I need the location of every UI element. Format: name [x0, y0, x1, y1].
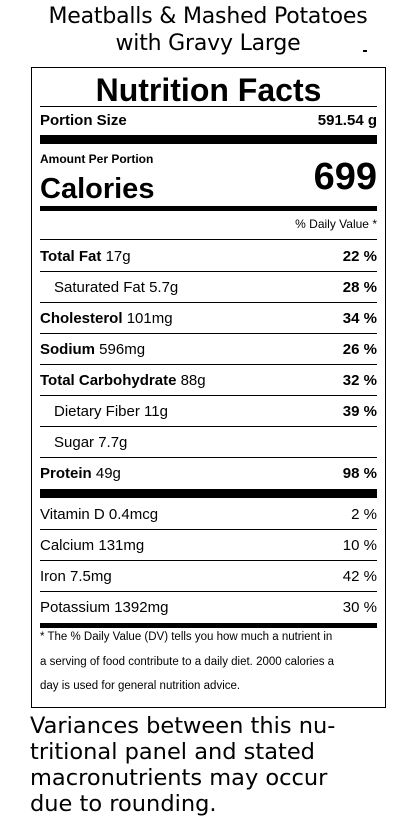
- portion-size-row: Portion Size 591.54 g: [40, 108, 377, 132]
- footnote-line: day is used for general nutrition advice…: [40, 680, 241, 692]
- nutrient-dv: 26 %: [342, 340, 377, 358]
- divider: [40, 529, 377, 530]
- thick-divider: [40, 489, 377, 498]
- nutrient-dv: 39 %: [342, 402, 377, 420]
- vitamin-name: Vitamin D: [40, 505, 105, 523]
- nutrient-row-protein: Protein 49g 98 %: [40, 458, 377, 488]
- recipe-title-line-1: Meatballs & Mashed Potatoes: [48, 4, 368, 29]
- variance-note-line: due to rounding.: [30, 791, 217, 817]
- nutrition-facts-panel: Nutrition Facts Portion Size 591.54 g Am…: [31, 67, 386, 708]
- nutrient-row-total-carbohydrate: Total Carbohydrate 88g 32 %: [40, 365, 377, 395]
- vitamin-dv: 42 %: [342, 567, 377, 585]
- nutrient-amount: 5.7g: [149, 278, 179, 296]
- nutrient-row-saturated-fat: Saturated Fat 5.7g 28 %: [40, 272, 377, 302]
- nutrient-amount: 88g: [180, 371, 206, 389]
- divider: [40, 591, 377, 592]
- vitamin-name: Iron: [40, 567, 66, 585]
- nutrient-amount: 596mg: [99, 340, 146, 358]
- vitamin-amount: 7.5mg: [70, 567, 112, 585]
- vitamin-dv: 2 %: [351, 505, 377, 523]
- nutrient-name: Protein: [40, 464, 92, 482]
- nutrient-name: Sodium: [40, 340, 95, 358]
- vitamin-name: Potassium: [40, 598, 111, 616]
- vitamin-row-iron: Iron 7.5mg 42 %: [40, 561, 377, 591]
- vitamin-dv: 30 %: [342, 598, 377, 616]
- nutrient-amount: 101mg: [126, 309, 173, 327]
- vitamin-row-vitamin-d: Vitamin D 0.4mcg 2 %: [40, 499, 377, 529]
- nutrient-amount: 7.7g: [98, 433, 128, 451]
- divider: [40, 333, 377, 334]
- nutrient-amount: 49g: [95, 464, 121, 482]
- nutrient-row-cholesterol: Cholesterol 101mg 34 %: [40, 303, 377, 333]
- variance-note-line: Variances between this nu-: [30, 713, 336, 739]
- divider: [40, 271, 377, 272]
- nutrient-row-total-fat: Total Fat 17g 22 %: [40, 241, 377, 271]
- amount-per-portion: Amount Per Portion: [40, 152, 154, 166]
- nutrition-facts-heading: Nutrition Facts: [95, 72, 322, 108]
- divider: [40, 457, 377, 458]
- medium-divider: [40, 206, 377, 211]
- vitamin-amount: 0.4mcg: [108, 505, 159, 523]
- variance-note-line: tritional panel and stated: [30, 739, 315, 765]
- divider: [40, 239, 377, 240]
- nutrient-row-dietary-fiber: Dietary Fiber 11g 39 %: [40, 396, 377, 426]
- divider: [40, 106, 377, 107]
- variance-note: Variances between this nu- tritional pan…: [30, 713, 400, 817]
- footnote-line: a serving of food contribute to a daily …: [40, 655, 335, 668]
- nutrient-name: Cholesterol: [40, 309, 123, 327]
- vitamin-row-potassium: Potassium 1392mg 30 %: [40, 592, 377, 622]
- divider: [40, 426, 377, 427]
- portion-size-value: 591.54 g: [317, 111, 377, 129]
- vitamin-amount: 1392mg: [114, 598, 169, 616]
- divider: [40, 395, 377, 396]
- nutrient-name: Total Fat: [40, 247, 102, 265]
- nutrient-row-sugar: Sugar 7.7g: [40, 427, 377, 457]
- recipe-title-line-2: with Gravy Large: [115, 31, 301, 56]
- nutrient-amount: 11g: [144, 402, 168, 420]
- variance-note-line: macronutrients may occur: [30, 765, 328, 791]
- nutrient-dv: 28 %: [342, 278, 377, 296]
- divider: [40, 364, 377, 365]
- medium-divider: [40, 623, 377, 628]
- vitamin-dv: 10 %: [342, 536, 377, 554]
- divider: [40, 302, 377, 303]
- calories-label: Calories: [40, 173, 155, 205]
- nutrient-dv: 32 %: [342, 371, 377, 389]
- portion-size-label: Portion Size: [40, 111, 127, 129]
- vitamin-row-calcium: Calcium 131mg 10 %: [40, 530, 377, 560]
- nutrient-dv: 34 %: [342, 309, 377, 327]
- daily-value-footnote: * The % Daily Value (DV) tells you how m…: [40, 625, 377, 699]
- daily-value-header: % Daily Value *: [295, 217, 377, 231]
- calories-value: 699: [313, 156, 377, 198]
- nutrient-name: Total Carbohydrate: [40, 371, 177, 389]
- nutrient-amount: 17g: [105, 247, 131, 265]
- nutrient-dv: 98 %: [342, 464, 377, 482]
- vitamin-name: Calcium: [40, 536, 95, 554]
- vitamin-amount: 131mg: [98, 536, 145, 554]
- nutrient-name: Dietary Fiber: [54, 402, 140, 420]
- stray-mark: [363, 50, 367, 52]
- nutrient-dv: 22 %: [342, 247, 377, 265]
- divider: [40, 560, 377, 561]
- nutrient-name: Sugar: [54, 433, 95, 451]
- nutrient-row-sodium: Sodium 596mg 26 %: [40, 334, 377, 364]
- thick-divider: [40, 135, 377, 144]
- footnote-line: * The % Daily Value (DV) tells you how m…: [40, 631, 333, 643]
- nutrient-name: Saturated Fat: [54, 278, 145, 296]
- recipe-title: Meatballs & Mashed Potatoes with Gravy L…: [0, 3, 416, 57]
